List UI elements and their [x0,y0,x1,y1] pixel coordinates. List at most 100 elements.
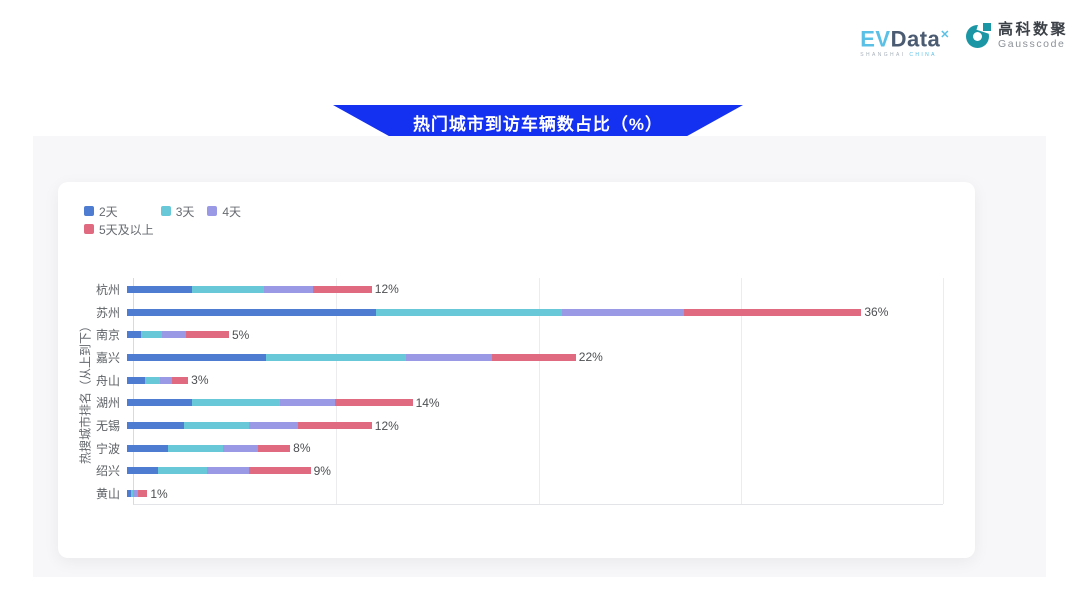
bar-value-label: 12% [374,418,399,433]
legend-label: 3天 [175,204,195,219]
bar-segment-3天[interactable] [192,285,264,293]
chart-row-湖州: 湖州 14% [49,392,943,415]
gridline-10 [336,278,338,504]
evdata-sub-shanghai: SHANGHAI [860,52,906,59]
legend-row: 2天 3天 4天 [84,202,254,220]
bar-segment-3天[interactable] [265,353,407,361]
city-label: 杭州 [95,282,120,297]
bar-segment-2天[interactable] [127,331,142,339]
bar-area: 12% [127,278,943,301]
plot-wrap: 热搜城市排名（从上到下） 杭州 12% 苏州 36% 南京 5% 嘉兴 22% 舟山 3% 湖州 14… [58,182,975,558]
bar-segment-4天[interactable] [249,422,299,430]
evdata-ev-text: EV [860,26,891,52]
bar-segment-3天[interactable] [167,444,223,452]
bar-value-label: 36% [864,305,889,320]
bar-segment-5天及以上[interactable] [186,331,229,339]
chart-title: 热门城市到访车辆数占比（%） [412,115,664,134]
chart-row-舟山: 舟山 3% [49,369,943,392]
bar-segment-2天[interactable] [127,467,158,475]
legend-item-3天[interactable]: 3天 [160,203,195,220]
bar-segment-4天[interactable] [161,331,187,339]
legend-swatch [84,206,94,216]
stacked-bar: 14% [127,397,943,409]
bar-area: 1% [127,482,943,505]
bar-segment-2天[interactable] [127,376,146,384]
bar-segment-4天[interactable] [263,285,313,293]
bar-value-label: 12% [374,282,399,297]
bar-segment-2天[interactable] [127,444,168,452]
legend-swatch [160,206,171,216]
bar-segment-5天及以上[interactable] [683,308,862,316]
bar-segment-2天[interactable] [127,399,193,407]
bar-segment-3天[interactable] [157,467,207,475]
stacked-bar: 3% [127,374,943,386]
bar-segment-2天[interactable] [127,490,132,498]
bar-segment-5天及以上[interactable] [249,467,311,475]
bar-segment-3天[interactable] [141,331,162,339]
bar-segment-4天[interactable] [279,399,336,407]
bar-segment-4天[interactable] [133,490,139,498]
legend-item-5天及以上[interactable]: 5天及以上 [84,221,154,238]
bar-segment-5天及以上[interactable] [492,353,576,361]
bar-segment-3天[interactable] [184,422,250,430]
city-label: 绍兴 [95,464,120,479]
bar-value-label: 5% [231,327,250,342]
evdata-x-icon: ✕ [940,29,950,41]
legend-item-2天[interactable]: 2天 [84,203,118,220]
bar-segment-3天[interactable] [192,399,280,407]
bar-area: 3% [127,369,943,392]
legend-swatch [207,206,218,216]
bar-area: 5% [127,323,943,346]
chart-row-杭州: 杭州 12% [49,278,943,301]
bar-segment-2天[interactable] [127,353,266,361]
evdata-wordmark: EVData✕ [860,24,950,50]
chart-row-无锡: 无锡 12% [49,414,943,437]
gausscode-text: 高科数聚 Gausscode [998,22,1068,51]
bar-segment-2天[interactable] [127,422,185,430]
chart-card: 2天 3天 4天 5天及以上 热搜城市排名（从上到下） 杭州 12% 苏州 36% 南京 5% 嘉… [58,182,975,558]
bar-segment-3天[interactable] [375,308,562,316]
bar-segment-5天及以上[interactable] [335,399,413,407]
stacked-bar: 5% [127,329,943,341]
legend-item-4天[interactable]: 4天 [207,203,241,220]
city-label: 黄山 [95,487,120,502]
city-label: 舟山 [95,373,120,388]
bar-segment-5天及以上[interactable] [298,422,372,430]
bar-area: 12% [127,414,943,437]
chart-row-绍兴: 绍兴 9% [49,460,943,483]
bar-value-label: 14% [415,395,440,410]
stacked-bar: 8% [127,442,943,454]
bar-segment-4天[interactable] [561,308,684,316]
bar-segment-5天及以上[interactable] [257,444,291,452]
city-label: 嘉兴 [95,350,120,365]
city-label: 南京 [95,328,120,343]
bar-value-label: 8% [293,441,311,456]
bar-segment-2天[interactable] [127,285,193,293]
bar-segment-5天及以上[interactable] [138,490,148,498]
bar-area: 14% [127,392,943,415]
bar-segment-4天[interactable] [406,353,493,361]
chart-legend: 2天 3天 4天 5天及以上 [84,202,254,238]
bar-segment-3天[interactable] [131,490,134,498]
bar-segment-5天及以上[interactable] [312,285,372,293]
bar-segment-3天[interactable] [145,376,160,384]
bar-area: 8% [127,437,943,460]
stacked-bar: 36% [127,306,943,318]
chart-row-嘉兴: 嘉兴 22% [49,346,943,369]
bar-value-label: 1% [150,486,168,501]
evdata-data-text: Data [890,26,941,52]
chart-row-宁波: 宁波 8% [49,437,943,460]
bar-segment-4天[interactable] [159,376,172,384]
stacked-bar: 9% [127,465,943,477]
chart-panel: 2天 3天 4天 5天及以上 热搜城市排名（从上到下） 杭州 12% 苏州 36% 南京 5% 嘉… [33,136,1046,577]
stacked-bar: 12% [127,283,943,295]
bar-segment-2天[interactable] [127,308,376,316]
bar-segment-4天[interactable] [206,467,250,475]
gridline-30 [740,278,742,504]
bar-value-label: 9% [313,463,331,478]
bar-segment-4天[interactable] [222,444,258,452]
city-label: 苏州 [95,305,120,320]
chart-title-banner: 热门城市到访车辆数占比（%） [333,105,743,140]
bar-segment-5天及以上[interactable] [171,376,189,384]
